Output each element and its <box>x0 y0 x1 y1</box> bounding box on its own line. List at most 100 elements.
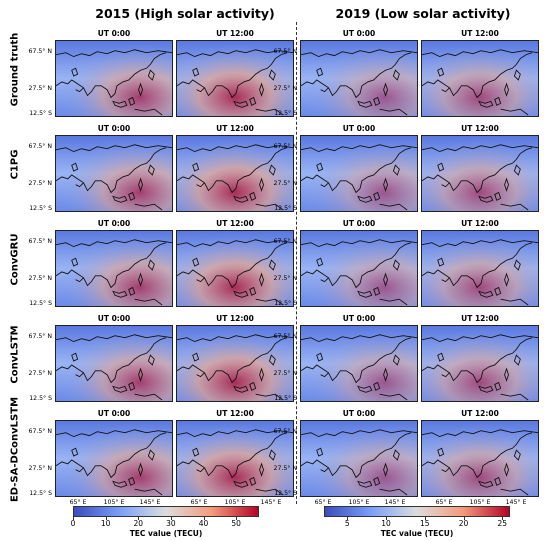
coastline <box>138 272 143 287</box>
coastline <box>320 277 329 283</box>
map-panel <box>55 420 173 497</box>
coastline <box>301 242 412 289</box>
panel-title: UT 0:00 <box>342 124 376 133</box>
coastline <box>177 337 288 384</box>
coastline <box>259 82 264 97</box>
coastline <box>379 203 408 211</box>
latitude-tick-label: 27.5° N <box>28 180 52 187</box>
coastline <box>478 385 494 393</box>
map-panel <box>421 135 539 212</box>
coastline <box>504 82 509 97</box>
map-panel <box>300 230 418 307</box>
coastline <box>56 242 167 289</box>
coastline <box>316 257 324 267</box>
coastline <box>147 69 155 81</box>
coastline <box>392 449 400 461</box>
coastline <box>504 272 509 287</box>
panel-title: UT 0:00 <box>97 29 131 38</box>
coastline <box>478 100 494 108</box>
coastline <box>249 381 257 391</box>
coastline <box>177 334 293 343</box>
longitude-tick-label: 105° E <box>224 499 246 506</box>
coastline <box>196 277 205 283</box>
map-panel <box>55 135 173 212</box>
coastline <box>301 147 412 194</box>
latitude-tick-label: 67.5° N <box>28 238 52 245</box>
coastline <box>71 67 79 77</box>
coastline <box>504 367 509 382</box>
coastline <box>177 144 293 153</box>
coastline <box>75 467 84 473</box>
coastline <box>422 334 538 343</box>
coastline <box>196 87 205 93</box>
map-panel <box>55 40 173 117</box>
coastline <box>71 352 79 362</box>
coastline <box>192 447 200 457</box>
latitude-tick-label: 67.5° N <box>28 48 52 55</box>
coastline <box>494 476 502 486</box>
latitude-tick-label: 67.5° N <box>273 333 297 340</box>
longitude-tick-label: 65° E <box>69 499 87 506</box>
coastline <box>134 488 163 496</box>
coastline <box>441 87 450 93</box>
coastline <box>75 87 84 93</box>
coastline <box>441 467 450 473</box>
colorbar-tick-mark <box>502 517 503 520</box>
colorbar-tick-label: 30 <box>166 519 176 528</box>
coastline <box>147 354 155 366</box>
coastline <box>357 480 373 488</box>
latitude-tick-label: 27.5° N <box>28 275 52 282</box>
coastline <box>134 203 163 211</box>
coastline <box>301 334 417 343</box>
coastline <box>233 290 249 298</box>
coastline <box>112 195 128 203</box>
coastline <box>56 432 167 479</box>
coastline <box>373 476 381 486</box>
map-panel <box>176 230 294 307</box>
coastline <box>255 393 284 401</box>
coastline <box>504 177 509 192</box>
coastline <box>383 82 388 97</box>
coastline <box>357 100 373 108</box>
panel-title: UT 12:00 <box>216 124 254 133</box>
row-label-c1pg: C1PG <box>9 149 21 180</box>
latitude-tick-label: 67.5° N <box>28 333 52 340</box>
group-divider <box>296 22 297 504</box>
latitude-tick-label: 27.5° N <box>28 465 52 472</box>
coastline <box>177 52 288 99</box>
coastline <box>177 239 293 248</box>
colorbar-tick-label: 10 <box>100 519 111 528</box>
coastline <box>437 257 445 267</box>
coastline <box>56 337 167 384</box>
coastline <box>441 182 450 188</box>
colorbar-tick-mark <box>386 517 387 520</box>
latitude-tick-label: 27.5° N <box>273 180 297 187</box>
panel-title: UT 0:00 <box>97 124 131 133</box>
coastline <box>128 381 136 391</box>
coastline <box>500 108 529 116</box>
coastline <box>259 367 264 382</box>
coastline <box>383 367 388 382</box>
coastline <box>128 96 136 106</box>
coastline <box>255 108 284 116</box>
panel-title: UT 12:00 <box>216 29 254 38</box>
coastline <box>177 429 293 438</box>
coastline <box>147 164 155 176</box>
colorbar-tick-mark <box>236 517 237 520</box>
coastline <box>233 100 249 108</box>
coastline <box>138 82 143 97</box>
latitude-tick-label: 12.5° S <box>29 110 52 117</box>
coastline <box>301 144 417 153</box>
map-panel <box>421 325 539 402</box>
panel-title: UT 0:00 <box>342 314 376 323</box>
colorbar-tick-mark <box>138 517 139 520</box>
longitude-tick-label: 65° E <box>190 499 208 506</box>
coastline <box>147 449 155 461</box>
longitude-tick-label: 145° E <box>139 499 161 506</box>
coastline <box>392 354 400 366</box>
coastline <box>259 272 264 287</box>
coastline <box>357 195 373 203</box>
coastline <box>255 203 284 211</box>
longitude-tick-label: 145° E <box>505 499 527 506</box>
panel-title: UT 12:00 <box>216 409 254 418</box>
